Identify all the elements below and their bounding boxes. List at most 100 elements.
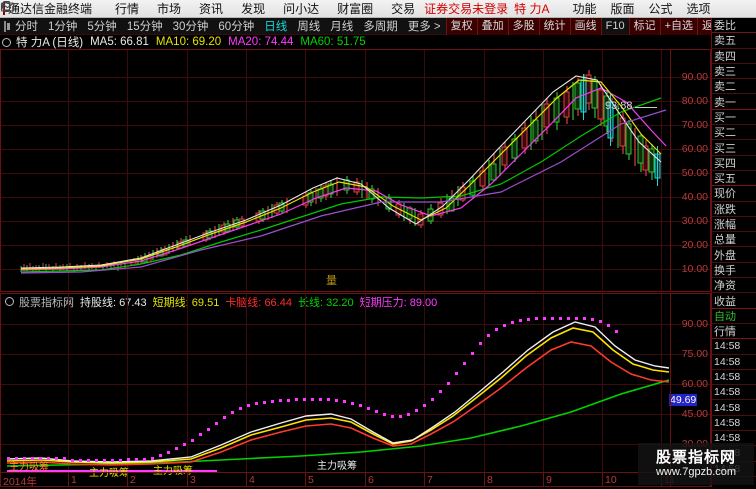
menu-item-formula[interactable]: 公式 [648,2,673,16]
period-weekly[interactable]: 周线 [297,21,321,33]
btn-statistics[interactable]: 统计 [538,17,570,35]
date-month: 8 [487,474,493,486]
date-month: 5 [308,474,314,486]
date-month: 6 [368,474,374,486]
menu-item-function[interactable]: 功能 [572,2,597,16]
period-multi[interactable]: 多周期 [363,21,398,33]
volume-marker: 量 [326,275,337,287]
btn-f10[interactable]: F10 [600,17,629,35]
btn-mark[interactable]: 标记 [628,17,660,35]
btn-overlay[interactable]: 叠加 [476,17,508,35]
main-menu-bar: 通达信金融终端 行情 市场 资讯 发现 问小达 财富圈 交易 证券交易未登录 特… [0,0,756,25]
quote-row-sell4[interactable]: 卖四 [712,49,756,64]
quote-row-price[interactable]: 现价 [712,186,756,202]
period-5min[interactable]: 5分钟 [87,21,117,33]
sub-y-tick: 45.00 [681,408,708,420]
quote-row-buy4[interactable]: 买四 [712,156,756,171]
tick-time: 14:58 [712,370,756,386]
quote-row-outer[interactable]: 外盘 [712,247,756,263]
annotation-main-force: 主力吸筹 [89,468,129,479]
quote-row-buy5[interactable]: 买五 [712,171,756,187]
menu-item-options[interactable]: 选项 [686,2,711,16]
y-tick: 20.00 [681,239,708,251]
btn-drawline[interactable]: 画线 [569,17,601,35]
main-price-chart[interactable]: 93.88 9.70 量 90.00 80.00 70.00 60.00 50.… [0,49,711,292]
sub-y-tick: 60.00 [681,378,708,390]
y-tick: 70.00 [681,119,708,131]
indicator-chart[interactable]: 股票指标网 持股线: 67.43 短期线: 69.51 卡脑线: 66.44 长… [0,293,711,488]
menu-item-layout[interactable]: 版面 [610,2,635,16]
brain-line-name: 卡脑线: [225,296,262,309]
quote-row-turnover[interactable]: 换手 [712,263,756,279]
y-tick: 80.00 [681,95,708,107]
quote-row-sell1[interactable]: 卖一 [712,94,756,110]
ma10-name: MA10: [155,36,190,48]
date-axis: 2014年 1 2 3 4 5 6 7 8 9 10 11 [1,472,675,488]
btn-multistock[interactable]: 多股 [507,17,539,35]
period-daily[interactable]: 日线 [264,21,288,33]
quote-row-volume[interactable]: 总量 [712,232,756,248]
menu-item-trade[interactable]: 交易 [391,2,416,16]
quote-side-panel: 委比 卖五 卖四 卖三 卖二 卖一 买一 买二 买三 买四 买五 现价 涨跌 涨… [711,18,756,487]
gear-icon[interactable] [5,297,14,306]
quote-row-change[interactable]: 涨跌 [712,202,756,217]
chart-area: 93.88 9.70 量 90.00 80.00 70.00 60.00 50.… [0,49,711,488]
menu-item-market[interactable]: 市场 [157,2,182,16]
ma5-line [20,75,662,269]
quote-row-sell2[interactable]: 卖二 [712,79,756,95]
btn-adjust[interactable]: 复权 [445,17,477,35]
annotation-main-force: 主力吸筹 [317,461,357,472]
menu-item-wealth[interactable]: 财富圈 [337,2,374,16]
indicator-source-label: 股票指标网 [19,296,74,309]
ma20-label: MA20: 74.44 [228,36,293,48]
quote-row-sell3[interactable]: 卖三 [712,64,756,80]
period-intraday[interactable]: 分时 [15,21,38,33]
sub-y-tick: 90.00 [681,318,708,330]
quote-header-label[interactable]: 行情 [712,324,756,340]
period-1min[interactable]: 1分钟 [48,21,78,33]
login-warning-label[interactable]: 证券交易未登录 [424,2,509,16]
layout-icon[interactable] [4,20,10,32]
long-line-name: 长线: [297,296,324,309]
tick-time: 14:58 [712,400,756,416]
gear-icon[interactable] [2,37,11,47]
btn-add-favorite[interactable]: +自选 [659,17,698,35]
long-line-value: 32.20 [326,296,354,309]
ma-purple-line [20,109,667,274]
holding-line [6,321,670,463]
ma5-label: MA5: 66.81 [90,36,149,48]
holding-line-label: 持股线: 67.43 [80,294,147,310]
period-more[interactable]: 更多 > [407,21,441,33]
menu-item-quotes[interactable]: 行情 [115,2,140,16]
stock-info-line: 特 力A (日线) MA5: 66.81 MA10: 69.20 MA20: 7… [0,35,373,49]
holding-line-name: 持股线: [80,296,117,309]
quote-row-buy1[interactable]: 买一 [712,110,756,126]
ma10-line [20,79,662,270]
period-monthly[interactable]: 月线 [330,21,354,33]
auto-refresh-label[interactable]: 自动 [712,309,756,324]
quote-row-buy3[interactable]: 买三 [712,140,756,156]
menu-item-ask[interactable]: 问小达 [283,2,320,16]
period-60min[interactable]: 60分钟 [218,21,255,33]
tick-time: 14:58 [712,355,756,370]
period-toolbar: 分时 1分钟 5分钟 15分钟 30分钟 60分钟 日线 周线 月线 多周期 更… [0,17,756,35]
watermark-url: www.7gpzb.com [655,466,737,478]
ma60-label: MA60: 51.75 [300,36,365,48]
menu-item-discover[interactable]: 发现 [241,2,266,16]
long-line-label: 长线: 32.20 [298,294,354,310]
price-candles-svg [20,70,667,274]
quote-row-buy2[interactable]: 买二 [712,125,756,141]
quote-row-netasset[interactable]: 净资 [712,278,756,294]
quote-row-changepct[interactable]: 涨幅 [712,217,756,233]
ma5-name: MA5: [90,36,117,48]
annotation-main-force: 主力吸筹 [153,466,193,477]
quote-row-ratio[interactable]: 委比 [712,18,756,34]
period-15min[interactable]: 15分钟 [126,21,163,33]
quote-row-earnings[interactable]: 收益 [712,293,756,309]
menu-item-news[interactable]: 资讯 [199,2,224,16]
quote-row-sell5[interactable]: 卖五 [712,33,756,49]
y-tick: 30.00 [681,215,708,227]
date-month: 9 [546,474,552,486]
period-30min[interactable]: 30分钟 [172,21,209,33]
